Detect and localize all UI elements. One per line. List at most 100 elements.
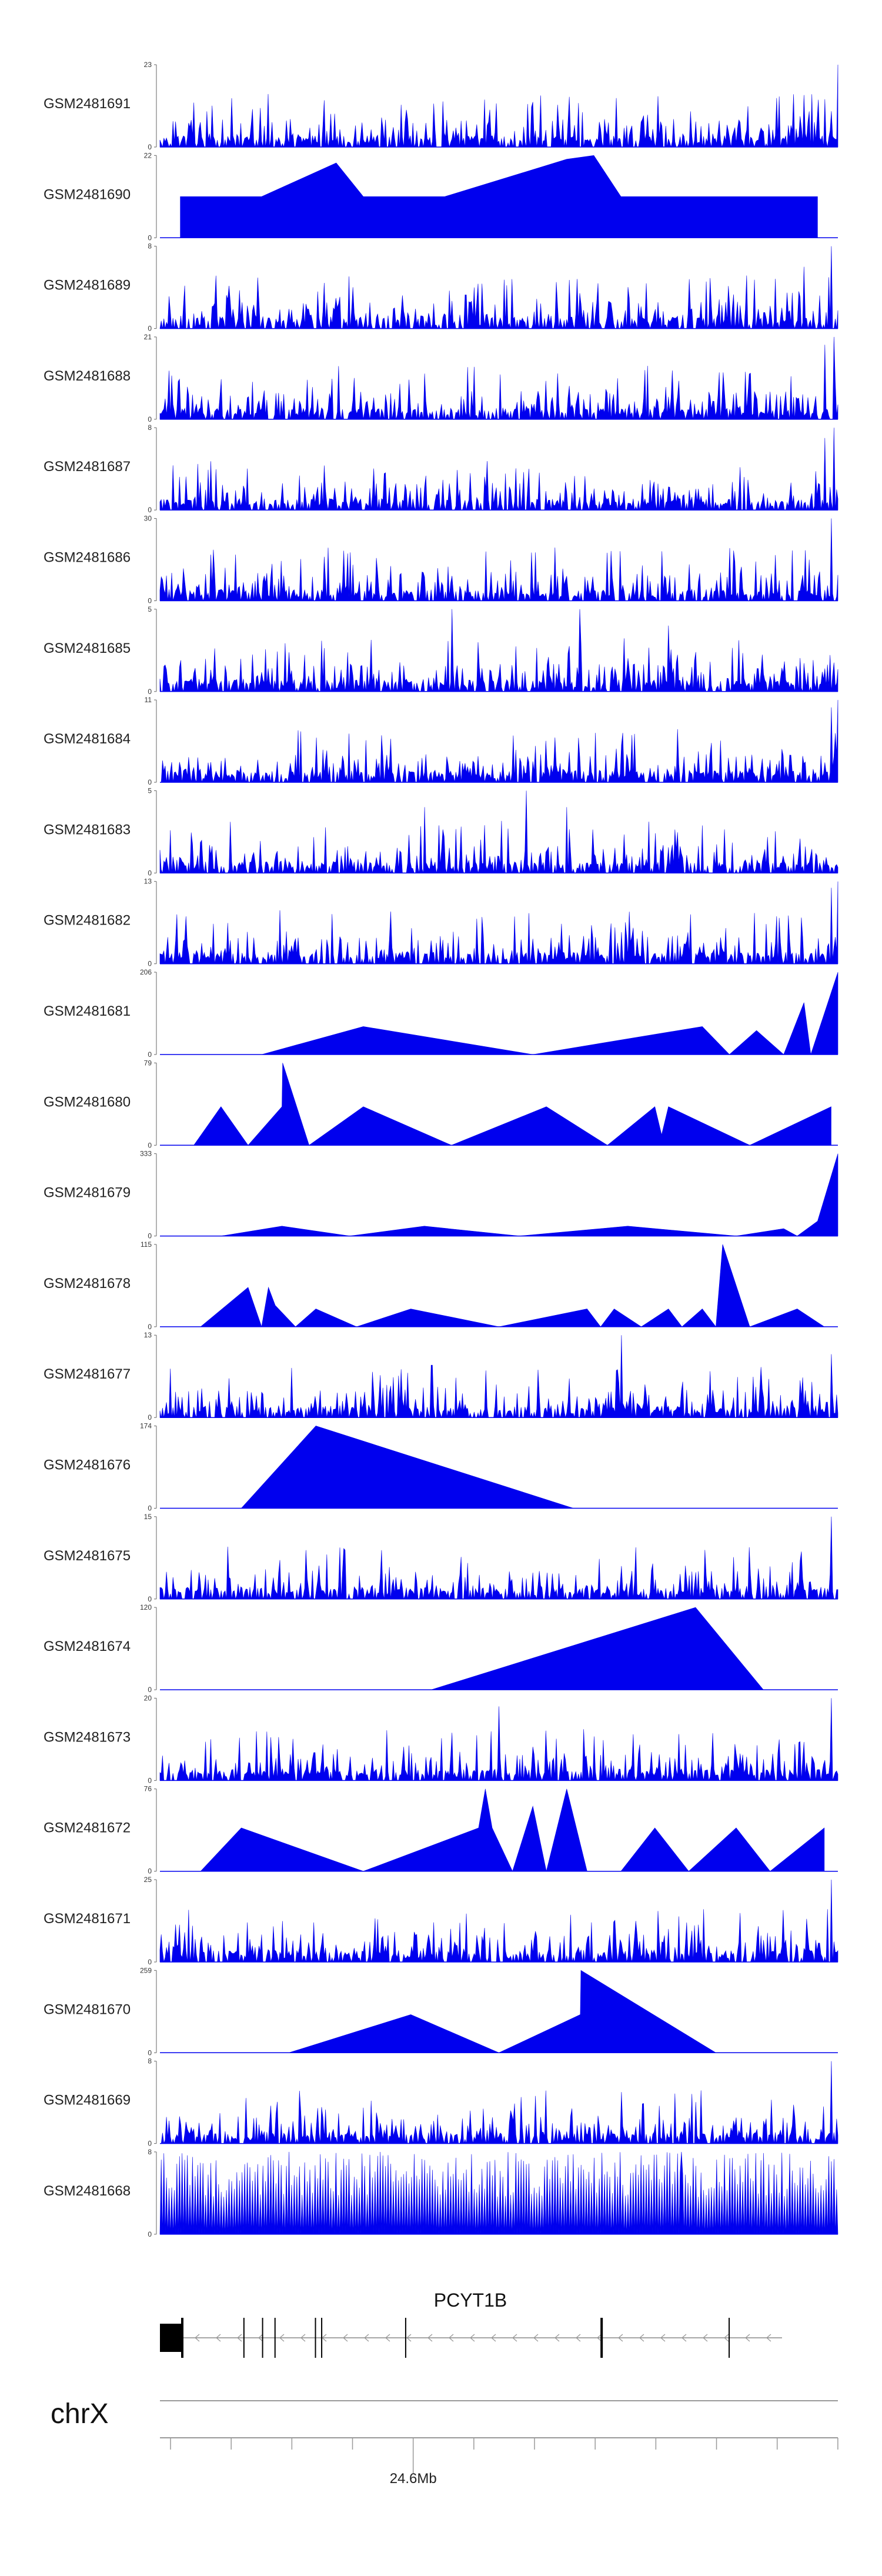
strand-arrow-icon [427,2334,433,2342]
track-label: GSM2481690 [44,186,131,202]
y-max-label: 22 [144,151,152,159]
y-max-label: 76 [144,1785,152,1793]
track-label: GSM2481672 [44,1820,131,1836]
track-GSM2481685: GSM2481685 5 0 [44,605,838,696]
track-label: GSM2481684 [44,731,131,747]
strand-arrow-icon [279,2334,285,2342]
track-label: GSM2481671 [44,1911,131,1927]
coverage-tracks: GSM2481691230GSM2481690220GSM248168980GS… [44,61,838,2238]
strand-arrow-icon [470,2334,475,2342]
coverage-area [159,1516,838,1600]
coverage-area [431,1607,764,1690]
strand-arrow-icon [385,2334,390,2342]
y-max-label: 79 [144,1059,152,1067]
coverage-area [159,64,838,148]
track-label: GSM2481688 [44,368,131,384]
track-label: GSM2481682 [44,913,131,929]
track-GSM2481690: GSM2481690 22 0 [44,151,838,242]
y-min-label: 0 [148,1776,152,1784]
strand-arrow-icon [681,2334,687,2342]
coverage-area [220,1153,838,1236]
track-GSM2481670: GSM2481670 259 0 [44,1966,838,2057]
track-label: GSM2481687 [44,459,131,475]
coverage-area [160,1788,825,1872]
track-GSM2481691: GSM2481691 23 0 [44,61,838,151]
y-min-label: 0 [148,2048,152,2057]
y-max-label: 13 [144,877,152,886]
y-min-label: 0 [148,1232,152,1240]
y-min-label: 0 [148,597,152,605]
track-GSM2481684: GSM2481684 11 0 [44,696,838,786]
track-GSM2481680: GSM2481680 79 0 [44,1059,838,1149]
y-max-label: 5 [148,786,152,795]
track-label: GSM2481677 [44,1366,131,1382]
track-GSM2481689: GSM2481689 8 0 [44,242,838,333]
y-max-label: 333 [140,1150,152,1158]
coverage-area [159,609,838,692]
strand-arrow-icon [300,2334,306,2342]
track-GSM2481676: GSM2481676 174 0 [44,1422,838,1513]
track-GSM2481672: GSM2481672 76 0 [44,1785,838,1876]
track-GSM2481668: GSM2481668 8 0 [44,2148,838,2238]
y-max-label: 174 [140,1422,152,1430]
coverage-area [159,428,838,511]
strand-arrow-icon [703,2334,708,2342]
y-max-label: 206 [140,968,152,976]
track-GSM2481674: GSM2481674 120 0 [44,1603,838,1694]
strand-arrow-icon [195,2334,200,2342]
y-max-label: 259 [140,1966,152,1974]
y-min-label: 0 [148,325,152,333]
y-min-label: 0 [148,2230,152,2238]
strand-arrow-icon [216,2334,221,2342]
gene-name-label: PCYT1B [434,2290,507,2311]
track-GSM2481669: GSM2481669 8 0 [44,2057,838,2148]
strand-arrow-icon [343,2334,348,2342]
y-min-label: 0 [148,233,152,242]
track-label: GSM2481669 [44,2093,131,2108]
y-max-label: 30 [144,515,152,523]
strand-arrow-icon [766,2334,771,2342]
y-max-label: 8 [148,423,152,432]
y-min-label: 0 [148,1323,152,1331]
coverage-area [159,881,838,965]
chromosome-label: chrX [51,2398,109,2430]
y-min-label: 0 [148,143,152,151]
y-min-label: 0 [148,1958,152,1966]
y-min-label: 0 [148,1413,152,1422]
y-min-label: 0 [148,688,152,696]
y-max-label: 25 [144,1876,152,1884]
y-min-label: 0 [148,1867,152,1876]
track-GSM2481673: GSM2481673 20 0 [44,1694,838,1784]
strand-arrow-icon [576,2334,581,2342]
track-label: GSM2481685 [44,640,131,656]
gene-track: PCYT1B [160,2290,782,2358]
track-label: GSM2481674 [44,1639,131,1654]
coverage-area [289,1970,717,2053]
track-GSM2481683: GSM2481683 5 0 [44,786,838,877]
coverage-area [200,1244,825,1327]
coverage-area [159,1698,838,1781]
track-GSM2481677: GSM2481677 13 0 [44,1331,838,1422]
track-label: GSM2481673 [44,1729,131,1745]
track-label: GSM2481676 [44,1457,131,1473]
y-max-label: 8 [148,242,152,251]
coverage-area [261,972,838,1055]
strand-arrow-icon [554,2334,560,2342]
track-label: GSM2481668 [44,2183,131,2199]
strand-arrow-icon [745,2334,750,2342]
chromosome-axis: chrX 24.6Mb [51,2398,838,2487]
y-min-label: 0 [148,1595,152,1603]
track-label: GSM2481683 [44,822,131,837]
gene-utr-block [160,2324,182,2352]
strand-arrow-icon [491,2334,496,2342]
track-GSM2481687: GSM2481687 8 0 [44,423,838,514]
y-min-label: 0 [148,778,152,786]
strand-arrow-icon [237,2334,242,2342]
coverage-area [159,336,838,421]
strand-arrow-icon [597,2334,602,2342]
coverage-area [159,518,838,602]
y-max-label: 13 [144,1331,152,1339]
track-GSM2481675: GSM2481675 15 0 [44,1513,838,1603]
y-min-label: 0 [148,1050,152,1059]
